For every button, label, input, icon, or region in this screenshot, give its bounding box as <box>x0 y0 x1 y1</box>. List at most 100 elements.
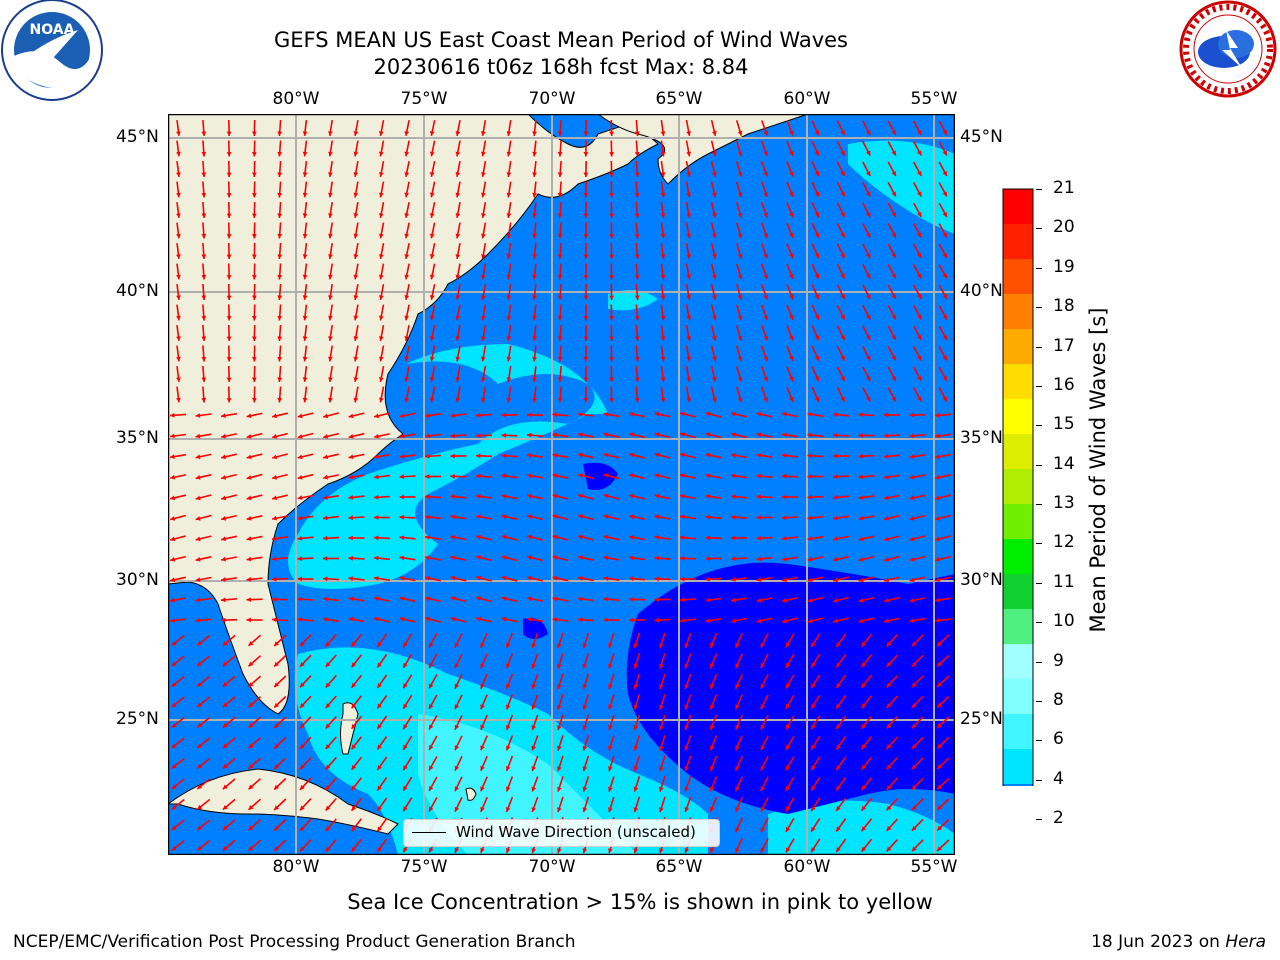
wind-wave-arrowhead <box>399 413 405 419</box>
wind-wave-arrowhead <box>942 376 947 381</box>
wind-wave-arrowhead <box>712 376 717 382</box>
wind-wave-arrowhead <box>450 616 456 622</box>
wind-wave-arrowhead <box>399 576 405 581</box>
wind-wave-arrowhead <box>404 172 410 177</box>
wind-wave-arrowhead <box>532 356 537 362</box>
wind-wave-arrowhead <box>377 642 382 647</box>
wind-wave-arrowhead <box>660 172 666 177</box>
wind-wave-arrowhead <box>176 172 181 177</box>
wind-wave-arrowhead <box>377 744 382 750</box>
wind-wave-arrowhead <box>557 274 563 280</box>
wind-wave-arrowhead <box>527 575 532 581</box>
wind-wave-arrowhead <box>659 663 664 669</box>
wind-wave-arrowhead <box>942 130 947 135</box>
wind-wave-arrowhead <box>353 274 359 280</box>
wind-wave-arrowhead <box>634 377 640 382</box>
wind-wave-arrowhead <box>527 617 532 622</box>
wind-wave-arrowhead <box>886 682 892 688</box>
wind-wave-arrowhead <box>789 191 794 197</box>
wind-wave-arrowhead <box>201 233 207 239</box>
wind-wave-arrowhead <box>450 535 456 540</box>
wind-wave-arrowhead <box>481 295 486 300</box>
wind-wave-arrowhead <box>763 274 768 279</box>
wind-wave-arrowhead <box>425 433 430 439</box>
footer-credit: NCEP/EMC/Verification Post Processing Pr… <box>13 932 576 952</box>
wind-wave-arrowhead <box>660 336 666 341</box>
wind-wave-arrowhead <box>684 684 689 689</box>
wind-wave-arrowhead <box>603 534 609 540</box>
wind-wave-arrowhead <box>942 273 947 279</box>
wind-wave-arrowhead <box>195 433 201 439</box>
wind-wave-arrowhead <box>450 514 456 520</box>
wind-wave-arrowhead <box>454 642 460 648</box>
wind-wave-arrowhead <box>450 555 456 561</box>
wind-wave-arrowhead <box>811 806 816 812</box>
wind-wave-arrowhead <box>552 493 558 499</box>
wind-wave-arrowhead <box>789 150 794 156</box>
wind-wave-arrowhead <box>786 826 791 832</box>
wind-wave-arrowhead <box>506 663 511 669</box>
wind-wave-arrowhead <box>942 335 947 340</box>
wind-wave-arrowhead <box>246 454 252 460</box>
wind-wave-arrowhead <box>532 213 537 218</box>
wind-wave-arrowhead <box>760 683 765 689</box>
wind-wave-arrowhead <box>374 433 379 439</box>
wind-wave-arrowhead <box>531 643 537 648</box>
wind-wave-arrowhead <box>942 355 947 361</box>
wind-wave-arrowhead <box>197 661 203 666</box>
wind-wave-arrowhead <box>506 356 512 362</box>
wind-wave-arrowhead <box>176 295 181 300</box>
wind-wave-arrowhead <box>686 151 691 157</box>
colorbar-tick-mark <box>1036 464 1042 466</box>
wind-wave-arrowhead <box>481 151 486 157</box>
wind-wave-arrowhead <box>840 355 845 361</box>
dark-blue-patch-1 <box>583 462 618 490</box>
wind-wave-arrowhead <box>756 473 762 479</box>
wind-wave-arrowhead <box>659 807 664 813</box>
wind-wave-arrowhead <box>506 233 512 239</box>
wind-wave-arrowhead <box>552 514 558 519</box>
wind-wave-arrowhead <box>197 681 203 687</box>
wind-wave-arrowhead <box>680 432 686 437</box>
wind-wave-arrowhead <box>403 806 408 812</box>
wind-wave-arrowhead <box>527 453 532 458</box>
wind-wave-arrowhead <box>297 454 303 460</box>
wind-wave-arrowhead <box>609 254 614 259</box>
wind-wave-arrowhead <box>814 355 820 361</box>
wind-wave-arrowhead <box>374 474 379 480</box>
colorbar-segment <box>1003 504 1033 539</box>
wind-wave-arrowhead <box>814 396 820 402</box>
wind-wave-arrowhead <box>176 315 181 321</box>
wind-wave-arrowhead <box>429 336 435 341</box>
lon-label-top-55w: 55°W <box>910 89 958 109</box>
wind-wave-arrowhead <box>578 514 584 519</box>
wind-wave-arrowhead <box>833 536 838 542</box>
wind-wave-arrowhead <box>252 377 257 382</box>
wind-wave-arrowhead <box>171 661 177 666</box>
wind-wave-arrowhead <box>840 294 845 300</box>
wind-wave-arrowhead <box>633 766 639 772</box>
wind-wave-arrowhead <box>786 703 791 709</box>
colorbar-tick-mark <box>1036 700 1042 702</box>
wind-wave-arrowhead <box>170 577 175 583</box>
wind-wave-arrowhead <box>582 786 588 792</box>
colorbar-tick-mark <box>1036 779 1042 781</box>
wind-wave-arrowhead <box>789 171 794 177</box>
wind-wave-arrowhead <box>429 397 435 403</box>
wind-wave-arrowhead <box>252 398 257 403</box>
wind-wave-arrowhead <box>709 663 715 669</box>
wind-wave-arrowhead <box>252 152 257 157</box>
wind-wave-arrowhead <box>221 495 227 501</box>
wind-wave-arrowhead <box>353 254 359 259</box>
wind-wave-arrowhead <box>789 212 794 218</box>
wind-wave-arrowhead <box>455 151 461 157</box>
wind-wave-arrowhead <box>353 233 359 239</box>
wind-wave-arrowhead <box>582 766 588 772</box>
wind-wave-arrowhead <box>660 233 666 239</box>
wind-wave-arrowhead <box>684 807 689 812</box>
wind-wave-arrowhead <box>659 745 664 751</box>
wind-wave-arrowhead <box>351 641 357 647</box>
wind-wave-arrowhead <box>861 682 867 688</box>
wind-wave-arrowhead <box>608 643 613 649</box>
wind-wave-arrowhead <box>531 766 537 771</box>
